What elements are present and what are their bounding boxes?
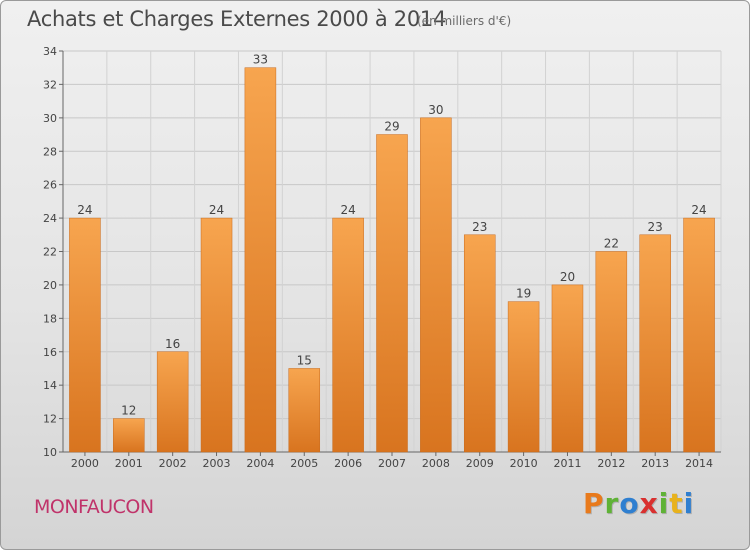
logo-letter: t [669, 487, 684, 520]
bar-value-label: 12 [121, 404, 136, 418]
logo-letter: i [683, 487, 695, 520]
y-tick-label: 32 [43, 78, 57, 91]
bar-value-label: 24 [340, 203, 355, 217]
location-name: MONFAUCON [34, 496, 154, 518]
bar [376, 134, 408, 453]
bar [595, 251, 628, 453]
bar [288, 368, 321, 453]
x-tick-label: 2009 [466, 457, 494, 470]
bar [332, 217, 364, 453]
bar-value-label: 24 [209, 203, 224, 217]
bar [551, 284, 584, 453]
bar-value-label: 33 [253, 53, 268, 67]
x-tick-label: 2003 [203, 457, 231, 470]
bar-value-label: 24 [77, 203, 92, 217]
y-tick-label: 34 [43, 45, 57, 58]
logo-letter: P [583, 487, 605, 520]
bar-value-label: 30 [428, 103, 443, 117]
x-tick-label: 2012 [597, 457, 625, 470]
y-tick-label: 18 [43, 312, 57, 325]
x-tick-label: 2005 [290, 457, 318, 470]
y-tick-label: 26 [43, 179, 57, 192]
y-tick-label: 30 [43, 112, 57, 125]
x-tick-label: 2010 [510, 457, 538, 470]
bar-value-label: 16 [165, 337, 180, 351]
bar-value-label: 23 [472, 220, 487, 234]
x-tick-label: 2013 [641, 457, 669, 470]
x-tick-label: 2006 [334, 457, 362, 470]
bars [69, 67, 715, 453]
y-tick-label: 10 [43, 446, 57, 459]
bar [244, 67, 277, 453]
bar [156, 351, 189, 453]
y-tick-label: 24 [43, 212, 57, 225]
logo-letter: r [604, 487, 620, 520]
logo-letter: i [658, 487, 670, 520]
x-tick-label: 2008 [422, 457, 450, 470]
x-tick-label: 2014 [685, 457, 713, 470]
bar-value-label: 22 [604, 237, 619, 251]
bar [463, 234, 496, 453]
x-tick-label: 2011 [553, 457, 581, 470]
x-tick-label: 2002 [159, 457, 187, 470]
y-tick-label: 12 [43, 413, 57, 426]
x-tick-label: 2007 [378, 457, 406, 470]
labels: 10 12 14 16 18 20 22 24 26 28 30 32 34 24 2000 12 2001 16… [43, 45, 713, 470]
y-tick-label: 22 [43, 246, 57, 259]
bar-value-label: 29 [384, 120, 399, 134]
y-tick-label: 28 [43, 145, 57, 158]
bar-value-label: 20 [560, 270, 575, 284]
chart-subtitle: (en milliers d'€) [417, 14, 512, 28]
bar [69, 217, 101, 453]
proxiti-logo[interactable]: Proxiti [583, 487, 694, 520]
bar-value-label: 15 [297, 353, 312, 367]
y-tick-label: 14 [43, 379, 57, 392]
x-tick-label: 2004 [246, 457, 274, 470]
bar-value-label: 24 [691, 203, 706, 217]
bar [420, 117, 452, 453]
bar [683, 217, 715, 453]
bar [113, 418, 145, 453]
bar [200, 217, 233, 453]
bar-value-label: 23 [648, 220, 663, 234]
y-tick-label: 20 [43, 279, 57, 292]
logo-letter: o [619, 487, 640, 520]
bar-value-label: 19 [516, 287, 531, 301]
logo-letter: x [639, 487, 659, 520]
y-tick-label: 16 [43, 346, 57, 359]
bar [507, 301, 540, 453]
x-tick-label: 2000 [71, 457, 99, 470]
x-tick-label: 2001 [115, 457, 143, 470]
chart-title: Achats et Charges Externes 2000 à 2014 [27, 7, 447, 31]
bar [639, 234, 671, 453]
